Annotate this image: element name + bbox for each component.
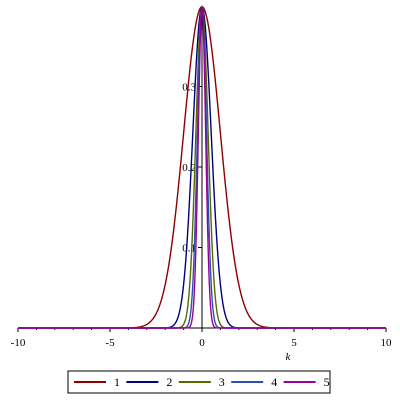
legend: 1 2 3 4 5 [68, 371, 330, 393]
x-axis-label: k [286, 351, 292, 363]
axes: -10 -5 0 5 100.10.20.3k [11, 6, 392, 363]
legend-label-2: 2 [166, 375, 172, 389]
legend-label-4: 4 [271, 375, 277, 389]
legend-label-5: 5 [324, 375, 330, 389]
legend-label-1: 1 [114, 375, 120, 389]
x-tick-label: 5 [291, 337, 297, 349]
x-tick-label: -10 [11, 337, 26, 349]
x-tick-label: 0 [199, 337, 205, 349]
x-tick-label: -5 [105, 337, 115, 349]
x-tick-label: 10 [381, 337, 393, 349]
legend-label-3: 3 [219, 375, 225, 389]
